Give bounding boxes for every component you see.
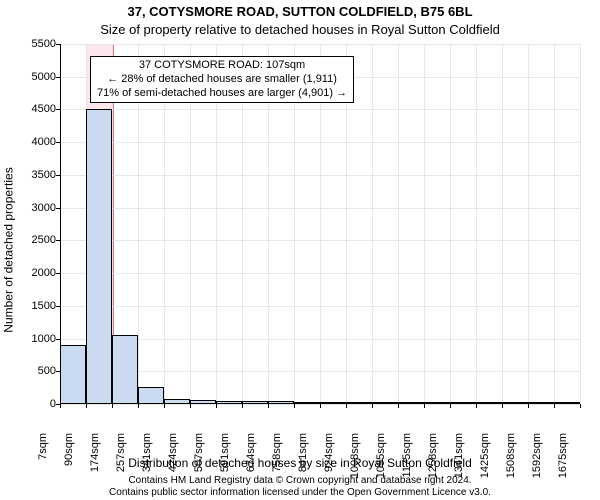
chart-container: 37, COTYSMORE ROAD, SUTTON COLDFIELD, B7… (0, 0, 600, 500)
y-tick-label: 5500 (16, 38, 56, 50)
y-tick-label: 1000 (16, 333, 56, 345)
chart-subtitle: Size of property relative to detached ho… (0, 22, 600, 37)
grid-line-v (476, 44, 477, 404)
grid-line-v (424, 44, 425, 404)
annotation-line-3: 71% of semi-detached houses are larger (… (97, 87, 347, 101)
y-tick-label: 4500 (16, 103, 56, 115)
histogram-bar (86, 109, 112, 404)
histogram-bar (60, 345, 86, 404)
footer-line-1: Contains HM Land Registry data © Crown c… (0, 475, 600, 487)
footer-attribution: Contains HM Land Registry data © Crown c… (0, 475, 600, 498)
y-tick-label: 2000 (16, 267, 56, 279)
grid-line-v (450, 44, 451, 404)
y-tick-label: 500 (16, 365, 56, 377)
footer-line-2: Contains public sector information licen… (0, 487, 600, 499)
x-axis-label: Distribution of detached houses by size … (0, 456, 600, 470)
grid-line-v (528, 44, 529, 404)
histogram-bar (138, 387, 164, 404)
grid-line-v (580, 44, 581, 404)
x-tick-mark (580, 404, 581, 408)
grid-line-v (398, 44, 399, 404)
x-tick-area: 7sqm90sqm174sqm257sqm341sqm424sqm507sqm5… (60, 404, 580, 454)
y-tick-label: 4000 (16, 136, 56, 148)
chart-title: 37, COTYSMORE ROAD, SUTTON COLDFIELD, B7… (0, 4, 600, 19)
grid-line-v (554, 44, 555, 404)
annotation-line-2: ← 28% of detached houses are smaller (1,… (97, 73, 347, 87)
grid-line-v (372, 44, 373, 404)
y-axis-line (60, 44, 61, 404)
grid-line-v (502, 44, 503, 404)
plot-area: 0500100015002000250030003500400045005000… (60, 44, 580, 404)
y-tick-label: 2500 (16, 234, 56, 246)
y-tick-label: 5000 (16, 71, 56, 83)
y-tick-label: 3500 (16, 169, 56, 181)
histogram-bar (112, 335, 138, 404)
annotation-line-1: 37 COTYSMORE ROAD: 107sqm (97, 59, 347, 73)
y-axis-label: Number of detached properties (2, 0, 16, 500)
y-tick-label: 1500 (16, 300, 56, 312)
y-tick-label: 0 (16, 398, 56, 410)
annotation-box: 37 COTYSMORE ROAD: 107sqm ← 28% of detac… (90, 56, 354, 103)
y-tick-label: 3000 (16, 202, 56, 214)
